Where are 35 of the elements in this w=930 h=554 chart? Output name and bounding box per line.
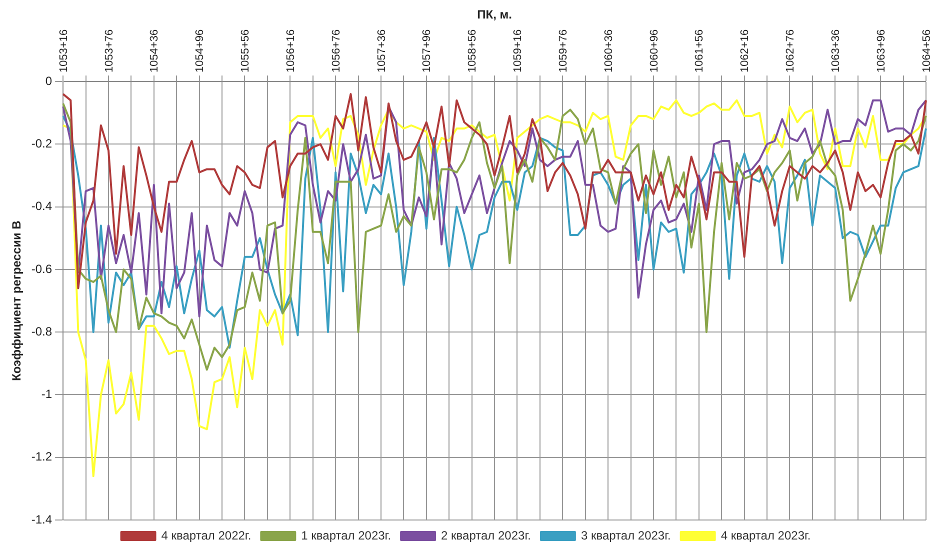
x-tick-label: 1058+56 (466, 29, 479, 73)
legend-label: 1 квартал 2023г. (301, 528, 392, 542)
y-tick-label: -1 (41, 387, 52, 402)
x-tick-label: 1064+56 (920, 29, 930, 73)
x-tick-label: 1053+76 (103, 29, 116, 73)
x-tick-label: 1060+96 (648, 29, 660, 73)
y-tick-label: -0.2 (31, 136, 52, 150)
y-tick-label: -0.4 (31, 199, 52, 214)
x-axis-title: ПК, м. (477, 8, 512, 22)
x-tick-label: 1063+36 (830, 29, 842, 73)
x-tick-label: 1057+96 (421, 29, 434, 73)
x-tick-label: 1054+36 (148, 29, 161, 73)
x-tick-label: 1061+56 (694, 29, 706, 73)
legend-label: 4 квартал 2023г. (720, 528, 811, 542)
y-tick-label: -0.8 (31, 324, 52, 338)
legend-label: 3 квартал 2023г. (580, 528, 671, 542)
y-tick-label: -0.6 (31, 262, 52, 276)
y-tick-label: -1.2 (31, 450, 52, 464)
x-tick-label: 1059+16 (512, 29, 524, 73)
y-axis-title: Коэффициент регрессии В (10, 220, 24, 381)
x-tick-label: 1059+76 (557, 29, 570, 73)
x-tick-label: 1062+16 (739, 29, 752, 73)
y-tick-label: -1.4 (31, 512, 52, 526)
x-tick-label: 1057+36 (376, 29, 388, 73)
x-tick-label: 1060+36 (602, 29, 615, 73)
x-tick-label: 1063+96 (875, 29, 888, 73)
x-tick-label: 1056+16 (284, 29, 297, 73)
y-tick-label: 0 (45, 74, 52, 88)
x-tick-label: 1062+76 (784, 29, 797, 73)
x-tick-label: 1055+56 (240, 29, 252, 73)
legend-label: 2 квартал 2023г. (441, 528, 531, 542)
x-tick-label: 1053+16 (58, 29, 70, 73)
legend-label: 4 квартал 2022г. (161, 528, 252, 542)
x-tick-label: 1056+76 (330, 29, 342, 73)
x-tick-label: 1054+96 (194, 29, 206, 73)
